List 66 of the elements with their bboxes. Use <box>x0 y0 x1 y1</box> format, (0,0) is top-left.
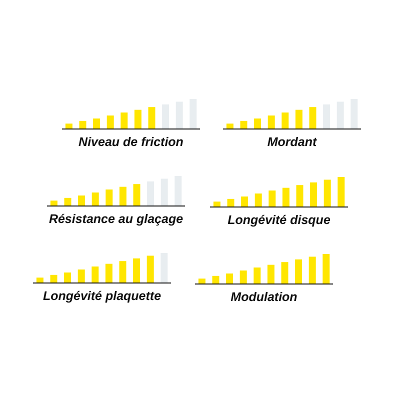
bar <box>133 258 140 283</box>
bar <box>64 198 72 206</box>
bar <box>36 278 44 283</box>
bar <box>212 276 220 284</box>
bar <box>119 261 126 283</box>
bar <box>282 112 289 129</box>
bar <box>267 264 274 284</box>
bar <box>268 190 276 207</box>
bar <box>309 107 316 129</box>
bar <box>254 118 262 129</box>
bar <box>323 104 330 129</box>
x-axis-title: Mordant <box>267 135 317 150</box>
bar <box>160 178 168 206</box>
bar <box>324 180 331 207</box>
bar <box>120 112 128 129</box>
bar <box>50 200 58 206</box>
bar <box>268 116 275 129</box>
bar <box>64 272 72 283</box>
bar <box>106 116 114 129</box>
bar <box>105 264 112 283</box>
bar <box>134 110 142 129</box>
bar <box>198 278 206 284</box>
bar <box>310 182 318 207</box>
bar <box>240 270 247 284</box>
bar <box>336 102 344 129</box>
bar <box>338 177 345 207</box>
bar <box>160 253 168 283</box>
bar <box>241 196 248 207</box>
bar <box>65 124 72 129</box>
bar <box>50 274 58 283</box>
bar <box>226 274 234 284</box>
bar <box>295 110 302 129</box>
bar <box>93 118 100 129</box>
x-axis-title: Longévité plaquette <box>42 289 162 304</box>
bar <box>92 192 99 206</box>
bar <box>162 104 170 129</box>
bar <box>146 256 154 283</box>
bar <box>213 202 220 207</box>
bar <box>119 186 126 206</box>
bar <box>79 120 86 129</box>
bar <box>295 259 302 284</box>
bar <box>174 176 182 206</box>
bar <box>190 99 197 129</box>
bar <box>240 120 248 129</box>
x-axis-title: Niveau de friction <box>78 135 184 150</box>
bar <box>296 185 304 207</box>
bar <box>350 99 358 129</box>
bar <box>78 196 86 206</box>
x-axis-title: Résistance au glaçage <box>48 212 184 227</box>
bar <box>148 107 156 129</box>
x-axis-title: Longévité disque <box>228 213 330 228</box>
bar <box>254 268 261 284</box>
x-axis-title: Modulation <box>230 290 298 305</box>
bar <box>147 181 154 206</box>
bar <box>308 256 316 284</box>
bar <box>78 270 85 283</box>
bar <box>322 254 330 284</box>
bar <box>106 190 113 206</box>
bar <box>227 198 234 207</box>
bar <box>176 102 183 129</box>
bar <box>254 194 262 207</box>
bar <box>226 124 234 129</box>
bar <box>133 184 140 206</box>
bar <box>282 188 290 207</box>
bar <box>92 266 99 283</box>
bar <box>281 262 288 284</box>
